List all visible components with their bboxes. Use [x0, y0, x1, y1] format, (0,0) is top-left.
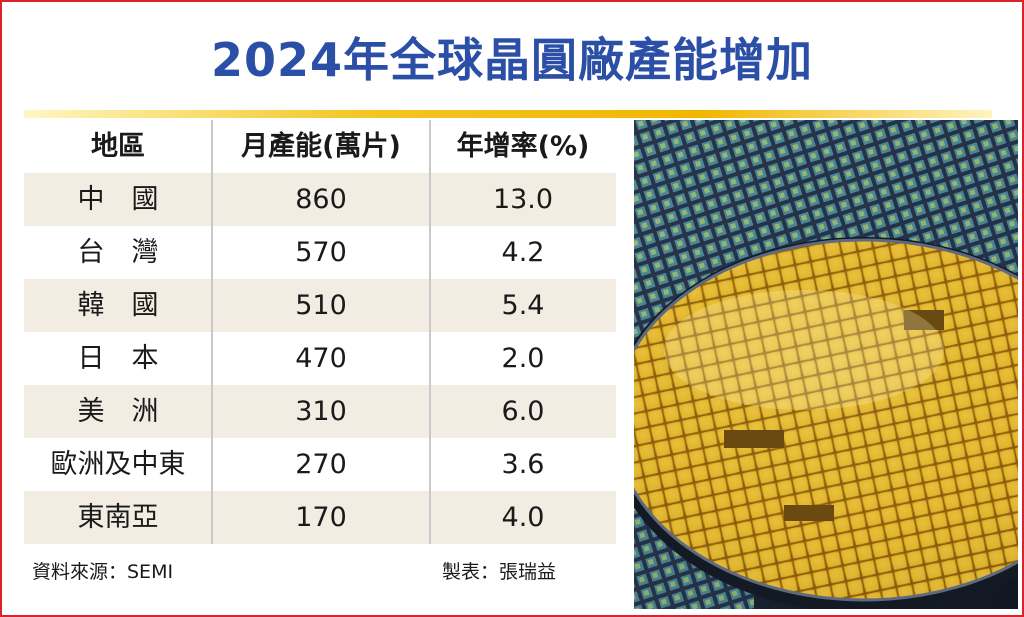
table-row: 韓 國 510 5.4 [24, 279, 616, 332]
capacity-cell: 570 [295, 237, 347, 268]
table-row: 東南亞 170 4.0 [24, 491, 616, 544]
capacity-cell: 510 [295, 290, 347, 321]
capacity-cell: 310 [295, 396, 347, 427]
capacity-cell: 860 [295, 184, 347, 215]
region-cell: 韓 國 [77, 290, 159, 321]
credit-note: 製表：張瑞益 [442, 561, 557, 583]
growth-cell: 4.0 [501, 502, 545, 533]
column-divider [211, 120, 213, 544]
growth-cell: 3.6 [501, 449, 545, 480]
table-row: 日 本 470 2.0 [24, 332, 616, 385]
region-cell: 台 灣 [77, 237, 159, 268]
growth-cell: 13.0 [492, 184, 554, 215]
region-cell: 東南亞 [77, 502, 159, 533]
gold-divider [24, 110, 992, 118]
table-row: 中 國 860 13.0 [24, 173, 616, 226]
table-row: 歐洲及中東 270 3.6 [24, 438, 616, 491]
region-cell: 日 本 [77, 343, 159, 374]
capacity-cell: 270 [295, 449, 347, 480]
table-row: 台 灣 570 4.2 [24, 226, 616, 279]
header-capacity: 月產能(萬片) [241, 131, 401, 162]
capacity-cell: 170 [295, 502, 347, 533]
capacity-cell: 470 [295, 343, 347, 374]
source-note: 資料來源：SEMI [32, 561, 174, 583]
growth-cell: 5.4 [501, 290, 545, 321]
region-cell: 中 國 [77, 184, 159, 215]
region-cell: 歐洲及中東 [50, 449, 186, 480]
table-header-row: 地區 月產能(萬片) 年增率(%) [24, 120, 616, 173]
region-cell: 美 洲 [77, 396, 159, 427]
growth-cell: 6.0 [501, 396, 545, 427]
table-row: 美 洲 310 6.0 [24, 385, 616, 438]
column-divider [429, 120, 431, 544]
header-region: 地區 [91, 131, 145, 162]
growth-cell: 2.0 [501, 343, 545, 374]
header-growth: 年增率(%) [456, 131, 590, 162]
growth-cell: 4.2 [501, 237, 545, 268]
chart-title: 2024年全球晶圓廠產能增加 [210, 33, 814, 87]
wafer-illustration-icon [634, 120, 1018, 609]
silicon-wafer-photo [634, 120, 1018, 609]
